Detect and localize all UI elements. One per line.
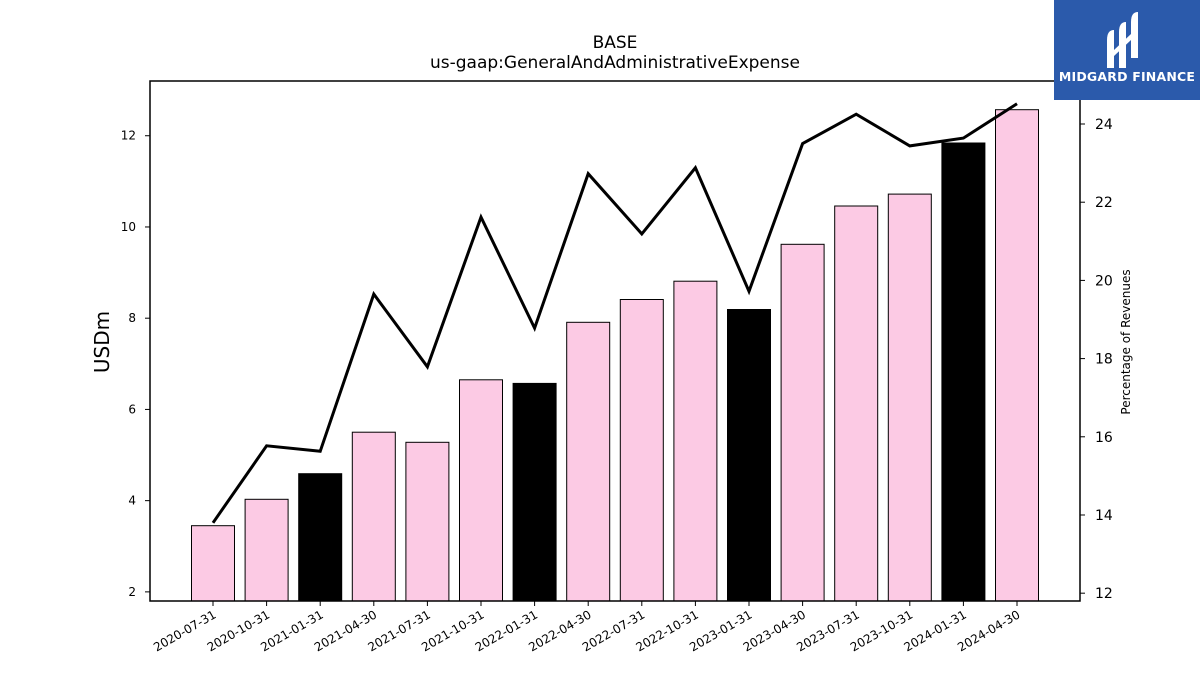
bar-2023-10-31 <box>887 193 932 602</box>
plot-frame <box>149 80 1081 602</box>
bar-2021-04-30 <box>351 431 396 602</box>
bar-2022-01-31 <box>512 382 557 602</box>
bar-2021-10-31 <box>459 379 503 602</box>
x-ticks: 2020-07-312020-10-312021-01-312021-04-30… <box>151 601 1023 654</box>
logo-mark-icon <box>1107 12 1138 68</box>
bars-group <box>191 109 1039 602</box>
bar-2023-01-31 <box>727 309 771 602</box>
y-tick-label-right: 20 <box>1095 273 1113 289</box>
bar-2021-01-31 <box>298 473 343 602</box>
bar-2023-04-30 <box>780 243 825 602</box>
chart-title: BASE <box>593 33 638 53</box>
logo-text: MIDGARD FINANCE <box>1058 69 1196 84</box>
bar-2020-07-31 <box>191 525 235 602</box>
chart-subtitle: us-gaap:GeneralAndAdministrativeExpense <box>430 53 800 73</box>
y-axis-label-left: USDm <box>90 311 114 373</box>
bar-2021-07-31 <box>405 441 450 602</box>
bar-2022-04-30 <box>566 321 611 602</box>
y-tick-label-right: 22 <box>1095 195 1113 211</box>
bar-2022-07-31 <box>619 299 664 602</box>
y-tick-label-right: 14 <box>1095 508 1113 524</box>
line-group <box>211 102 1018 524</box>
y-tick-label-left: 2 <box>128 585 136 599</box>
y-tick-label-right: 12 <box>1095 586 1113 602</box>
y-ticks-left: 2 4 6 8 10 12 <box>121 129 150 599</box>
bar-2023-07-31 <box>834 205 879 602</box>
bar-2024-04-30 <box>995 109 1039 602</box>
y-tick-label-left: 6 <box>128 402 136 416</box>
bar-2024-01-31 <box>941 142 986 602</box>
y-tick-label-right: 16 <box>1095 430 1113 446</box>
y-tick-label-left: 4 <box>128 494 136 508</box>
line-series <box>211 102 1018 524</box>
y-tick-label-right: 18 <box>1095 352 1113 368</box>
y-tick-label-left: 10 <box>121 220 136 234</box>
y-tick-label-left: 12 <box>121 129 136 143</box>
y-axis-label-right: Percentage of Revenues <box>1119 269 1133 414</box>
brand-logo: MIDGARD FINANCE <box>1054 0 1200 100</box>
y-tick-label-right: 24 <box>1095 117 1113 133</box>
y-ticks-right: 12 14 16 18 20 22 24 <box>1080 117 1113 602</box>
y-tick-label-left: 8 <box>128 311 136 325</box>
bar-2022-10-31 <box>673 280 718 602</box>
bar-2020-10-31 <box>244 498 289 602</box>
